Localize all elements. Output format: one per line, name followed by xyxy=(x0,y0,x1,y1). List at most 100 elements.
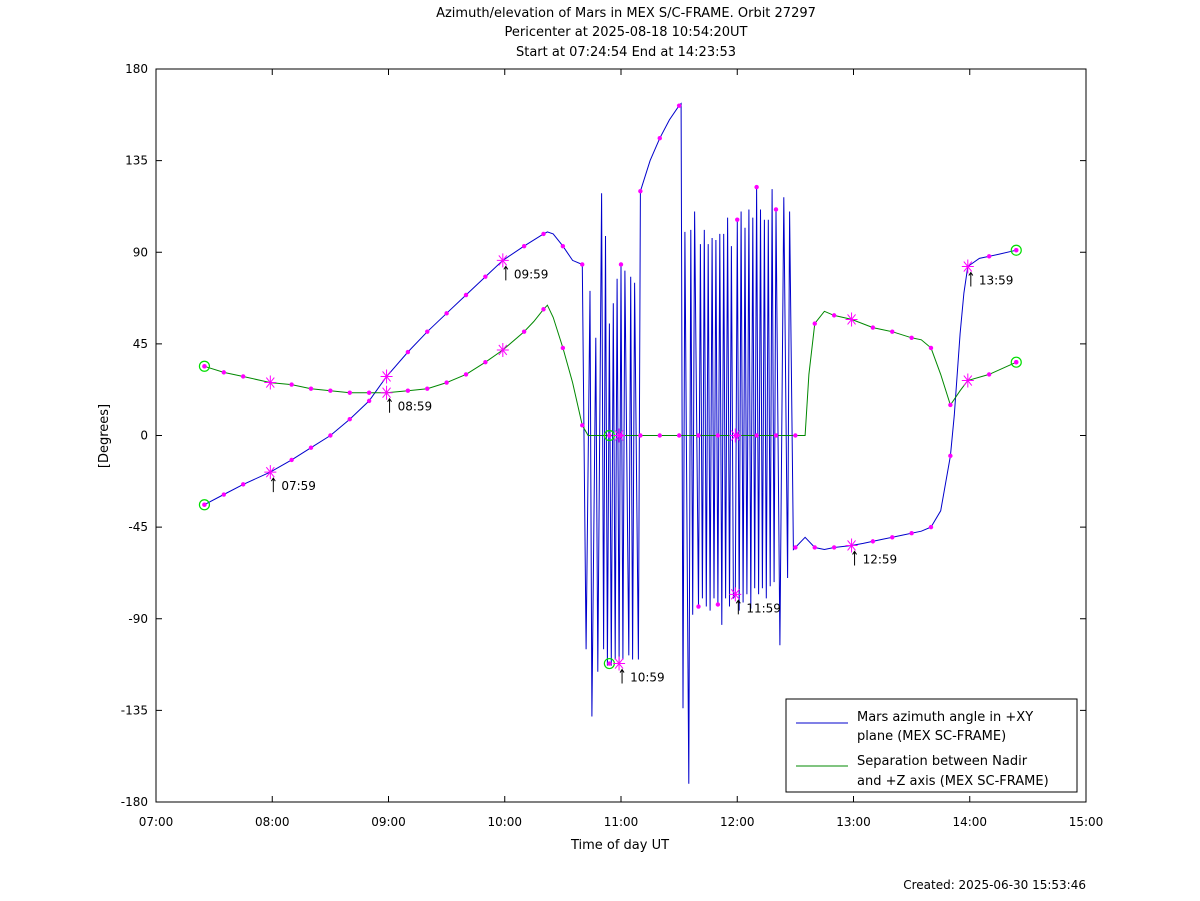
time-annotations: 07:59 08:59 09:59 10:59 11:59 12:59 13:59 xyxy=(264,253,1014,685)
data-point-marker xyxy=(405,349,411,355)
x-tick-label: 15:00 xyxy=(1069,815,1104,829)
data-point-marker xyxy=(521,329,527,334)
x-axis-ticks: 07:00 08:00 09:00 10:00 11:00 12:00 13:00 14:00… xyxy=(139,69,1104,829)
data-point-marker xyxy=(890,535,895,540)
data-point-marker xyxy=(328,388,333,393)
data-point-marker xyxy=(483,274,488,279)
data-point-marker xyxy=(221,492,227,497)
data-point-marker xyxy=(676,433,682,438)
data-point-marker xyxy=(831,545,837,550)
data-point-marker xyxy=(560,345,566,351)
annotation-arrow xyxy=(852,550,857,566)
endpoint-dot xyxy=(202,502,207,507)
annotation-arrow xyxy=(270,477,276,493)
data-point-marker xyxy=(909,531,914,536)
data-point-marker xyxy=(638,433,643,438)
title-line-3: Start at 07:24:54 End at 14:23:53 xyxy=(516,45,736,60)
data-point-marker xyxy=(541,231,546,237)
x-tick-label: 13:00 xyxy=(836,815,871,829)
data-point-marker xyxy=(754,184,759,190)
data-point-marker xyxy=(560,243,566,249)
data-point-marker xyxy=(289,457,294,463)
data-point-marker xyxy=(735,217,740,222)
created-timestamp: Created: 2025-06-30 15:53:46 xyxy=(903,878,1086,892)
hour-star-marker xyxy=(961,373,974,388)
azimuth-series-line xyxy=(204,102,1017,784)
data-point-marker xyxy=(347,390,352,395)
data-point-marker xyxy=(366,390,372,395)
data-point-marker xyxy=(696,604,701,609)
endpoint-dot xyxy=(1014,248,1019,253)
data-point-marker xyxy=(483,360,488,365)
data-point-marker xyxy=(463,372,469,377)
hour-star-marker xyxy=(729,428,742,443)
y-tick-label: 180 xyxy=(125,62,148,76)
annotation-arrow xyxy=(619,668,625,684)
y-tick-label: 45 xyxy=(133,337,148,351)
annotation-label: 08:59 xyxy=(398,400,433,414)
legend-label-azimuth-2: plane (MEX SC-FRAME) xyxy=(857,729,1006,744)
hour-star-marker xyxy=(961,259,974,274)
legend-label-separation-2: and +Z axis (MEX SC-FRAME) xyxy=(857,774,1049,789)
x-tick-label: 11:00 xyxy=(604,815,639,829)
data-point-marker xyxy=(812,321,817,326)
hour-star-marker xyxy=(613,656,626,671)
data-point-marker xyxy=(831,313,837,318)
endpoint-dot xyxy=(202,364,207,369)
legend-label-separation-1: Separation between Nadir xyxy=(857,754,1028,769)
x-tick-label: 10:00 xyxy=(487,815,522,829)
endpoint-circle xyxy=(1010,356,1022,368)
x-tick-label: 07:00 xyxy=(139,815,174,829)
data-point-marker xyxy=(638,188,643,194)
annotation-label: 13:59 xyxy=(979,274,1014,288)
data-point-marker xyxy=(425,329,430,334)
hour-star-marker xyxy=(729,587,742,602)
y-tick-label: -90 xyxy=(128,612,148,626)
data-point-marker xyxy=(405,388,411,393)
endpoint-circle xyxy=(1010,244,1022,256)
data-point-marker xyxy=(240,374,246,379)
x-tick-label: 12:00 xyxy=(720,815,755,829)
title-line-1: Azimuth/elevation of Mars in MEX S/C-FRA… xyxy=(436,6,816,21)
x-axis-label: Time of day UT xyxy=(570,838,669,853)
data-point-marker xyxy=(366,398,372,404)
data-point-marker xyxy=(754,433,759,438)
data-point-marker xyxy=(676,103,682,108)
data-point-marker xyxy=(812,545,817,550)
hour-star-marker xyxy=(264,375,277,390)
annotation-label: 09:59 xyxy=(514,267,549,281)
data-point-marker xyxy=(657,433,662,438)
data-point-marker xyxy=(948,453,953,459)
data-point-marker xyxy=(580,262,585,267)
y-tick-label: 135 xyxy=(125,154,148,168)
data-point-marker xyxy=(444,311,449,316)
data-point-marker xyxy=(657,136,662,141)
endpoint-dot xyxy=(607,433,612,438)
data-point-marker xyxy=(347,417,352,422)
data-point-marker xyxy=(463,292,469,298)
data-point-marker xyxy=(715,602,721,607)
data-point-marker xyxy=(289,382,294,387)
endpoint-circle xyxy=(198,499,211,511)
legend: Mars azimuth angle in +XY plane (MEX SC-… xyxy=(785,698,1078,793)
y-tick-label: -135 xyxy=(121,703,148,717)
data-point-marker xyxy=(444,380,449,385)
hour-star-marker xyxy=(845,538,858,553)
data-point-marker xyxy=(618,262,624,267)
series-markers xyxy=(198,103,1022,670)
data-point-marker xyxy=(793,433,798,438)
data-point-marker xyxy=(715,433,721,438)
hour-star-marker xyxy=(380,385,393,400)
data-point-marker xyxy=(793,545,798,550)
data-point-marker xyxy=(308,386,314,391)
data-point-marker xyxy=(580,423,585,428)
separation-series-line xyxy=(204,304,1017,436)
data-point-marker xyxy=(773,207,779,212)
data-point-marker xyxy=(870,539,876,544)
data-point-marker xyxy=(890,329,895,334)
hour-star-marker xyxy=(264,465,277,480)
endpoint-dot xyxy=(1014,360,1019,365)
x-tick-label: 09:00 xyxy=(371,815,406,829)
hour-star-marker xyxy=(613,428,626,443)
